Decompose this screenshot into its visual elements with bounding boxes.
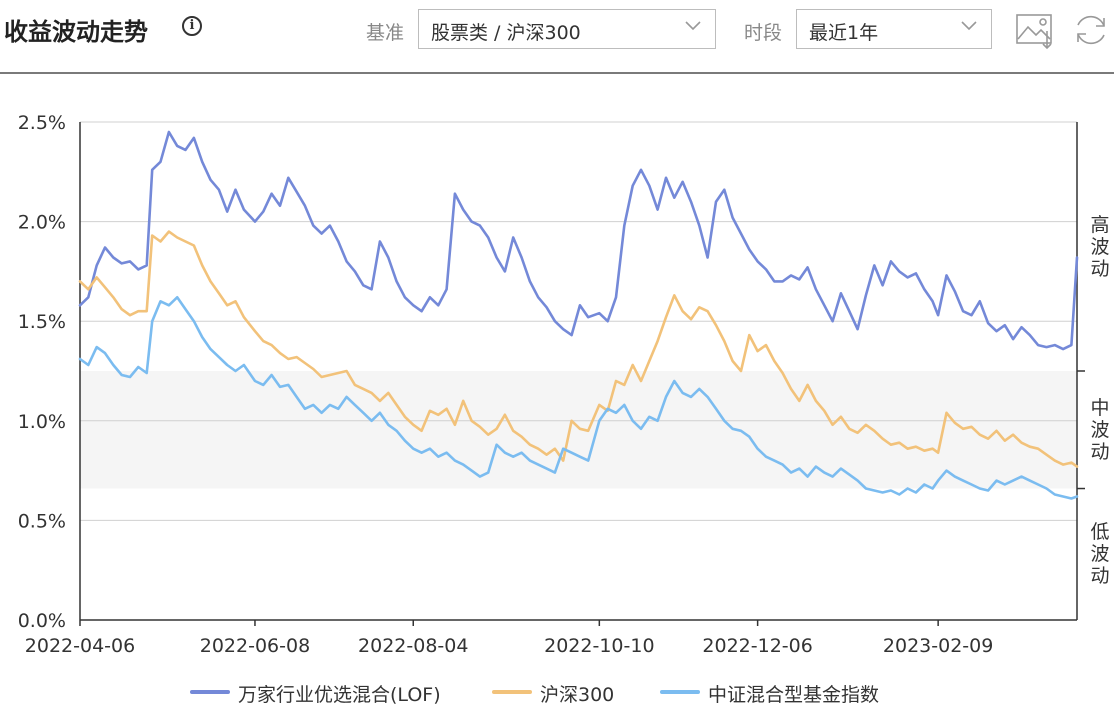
legend: 万家行业优选混合(LOF) 沪深300 中证混合型基金指数 <box>0 680 1114 706</box>
legend-swatch <box>190 690 230 694</box>
volatility-chart: 0.0% 0.5% 1.0% 1.5% 2.0% 2.5% 2022-04-06 2022-0… <box>18 112 1085 657</box>
y-tick-label: 0.5% <box>18 510 66 532</box>
benchmark-select[interactable]: 股票类 / 沪深300 <box>418 9 716 49</box>
legend-label: 万家行业优选混合(LOF) <box>238 684 441 706</box>
band-label-2: 中波动 <box>1090 396 1110 463</box>
x-tick-label: 2022-06-08 <box>200 635 310 657</box>
refresh-icon[interactable] <box>1070 9 1112 51</box>
series-line-1 <box>78 130 1079 351</box>
band-label-1: 高波动 <box>1090 213 1110 280</box>
legend-label: 沪深300 <box>540 684 615 706</box>
period-select[interactable]: 最近1年 <box>796 9 992 49</box>
band-label-3: 低波动 <box>1090 521 1110 588</box>
y-tick-label: 2.5% <box>18 112 66 134</box>
chart-header: 收益波动走势 i 基准 股票类 / 沪深300 时段 最近1年 <box>0 0 1114 74</box>
series-lines <box>78 130 1079 500</box>
x-tick-label: 2023-02-09 <box>883 635 993 657</box>
legend-swatch <box>660 690 700 694</box>
period-select-value: 最近1年 <box>809 22 879 44</box>
legend-label: 中证混合型基金指数 <box>708 684 880 706</box>
y-tick-label: 2.0% <box>18 212 66 234</box>
y-tick-label: 1.5% <box>18 311 66 333</box>
band-medium <box>80 371 1077 489</box>
volatility-bands <box>80 371 1077 489</box>
y-tick-label: 1.0% <box>18 411 66 433</box>
benchmark-select-value: 股票类 / 沪深300 <box>431 22 581 44</box>
legend-swatch <box>492 690 532 694</box>
period-label: 时段 <box>744 22 783 44</box>
x-tick-label: 2022-12-06 <box>702 635 812 657</box>
x-tick-label: 2022-10-10 <box>544 635 654 657</box>
y-tick-label: 0.0% <box>18 610 66 632</box>
axes: 0.0% 0.5% 1.0% 1.5% 2.0% 2.5% 2022-04-06 2022-0… <box>18 112 1085 657</box>
image-download-icon[interactable] <box>1014 9 1056 51</box>
benchmark-label: 基准 <box>366 22 405 44</box>
info-icon[interactable]: i <box>182 16 202 36</box>
x-tick-label: 2022-04-06 <box>25 635 135 657</box>
series-line-2 <box>78 230 1079 468</box>
series-line-3 <box>78 296 1079 500</box>
page-title: 收益波动走势 <box>4 18 148 46</box>
x-tick-label: 2022-08-04 <box>358 635 468 657</box>
chevron-down-icon <box>685 21 701 31</box>
chevron-down-icon <box>961 21 977 31</box>
